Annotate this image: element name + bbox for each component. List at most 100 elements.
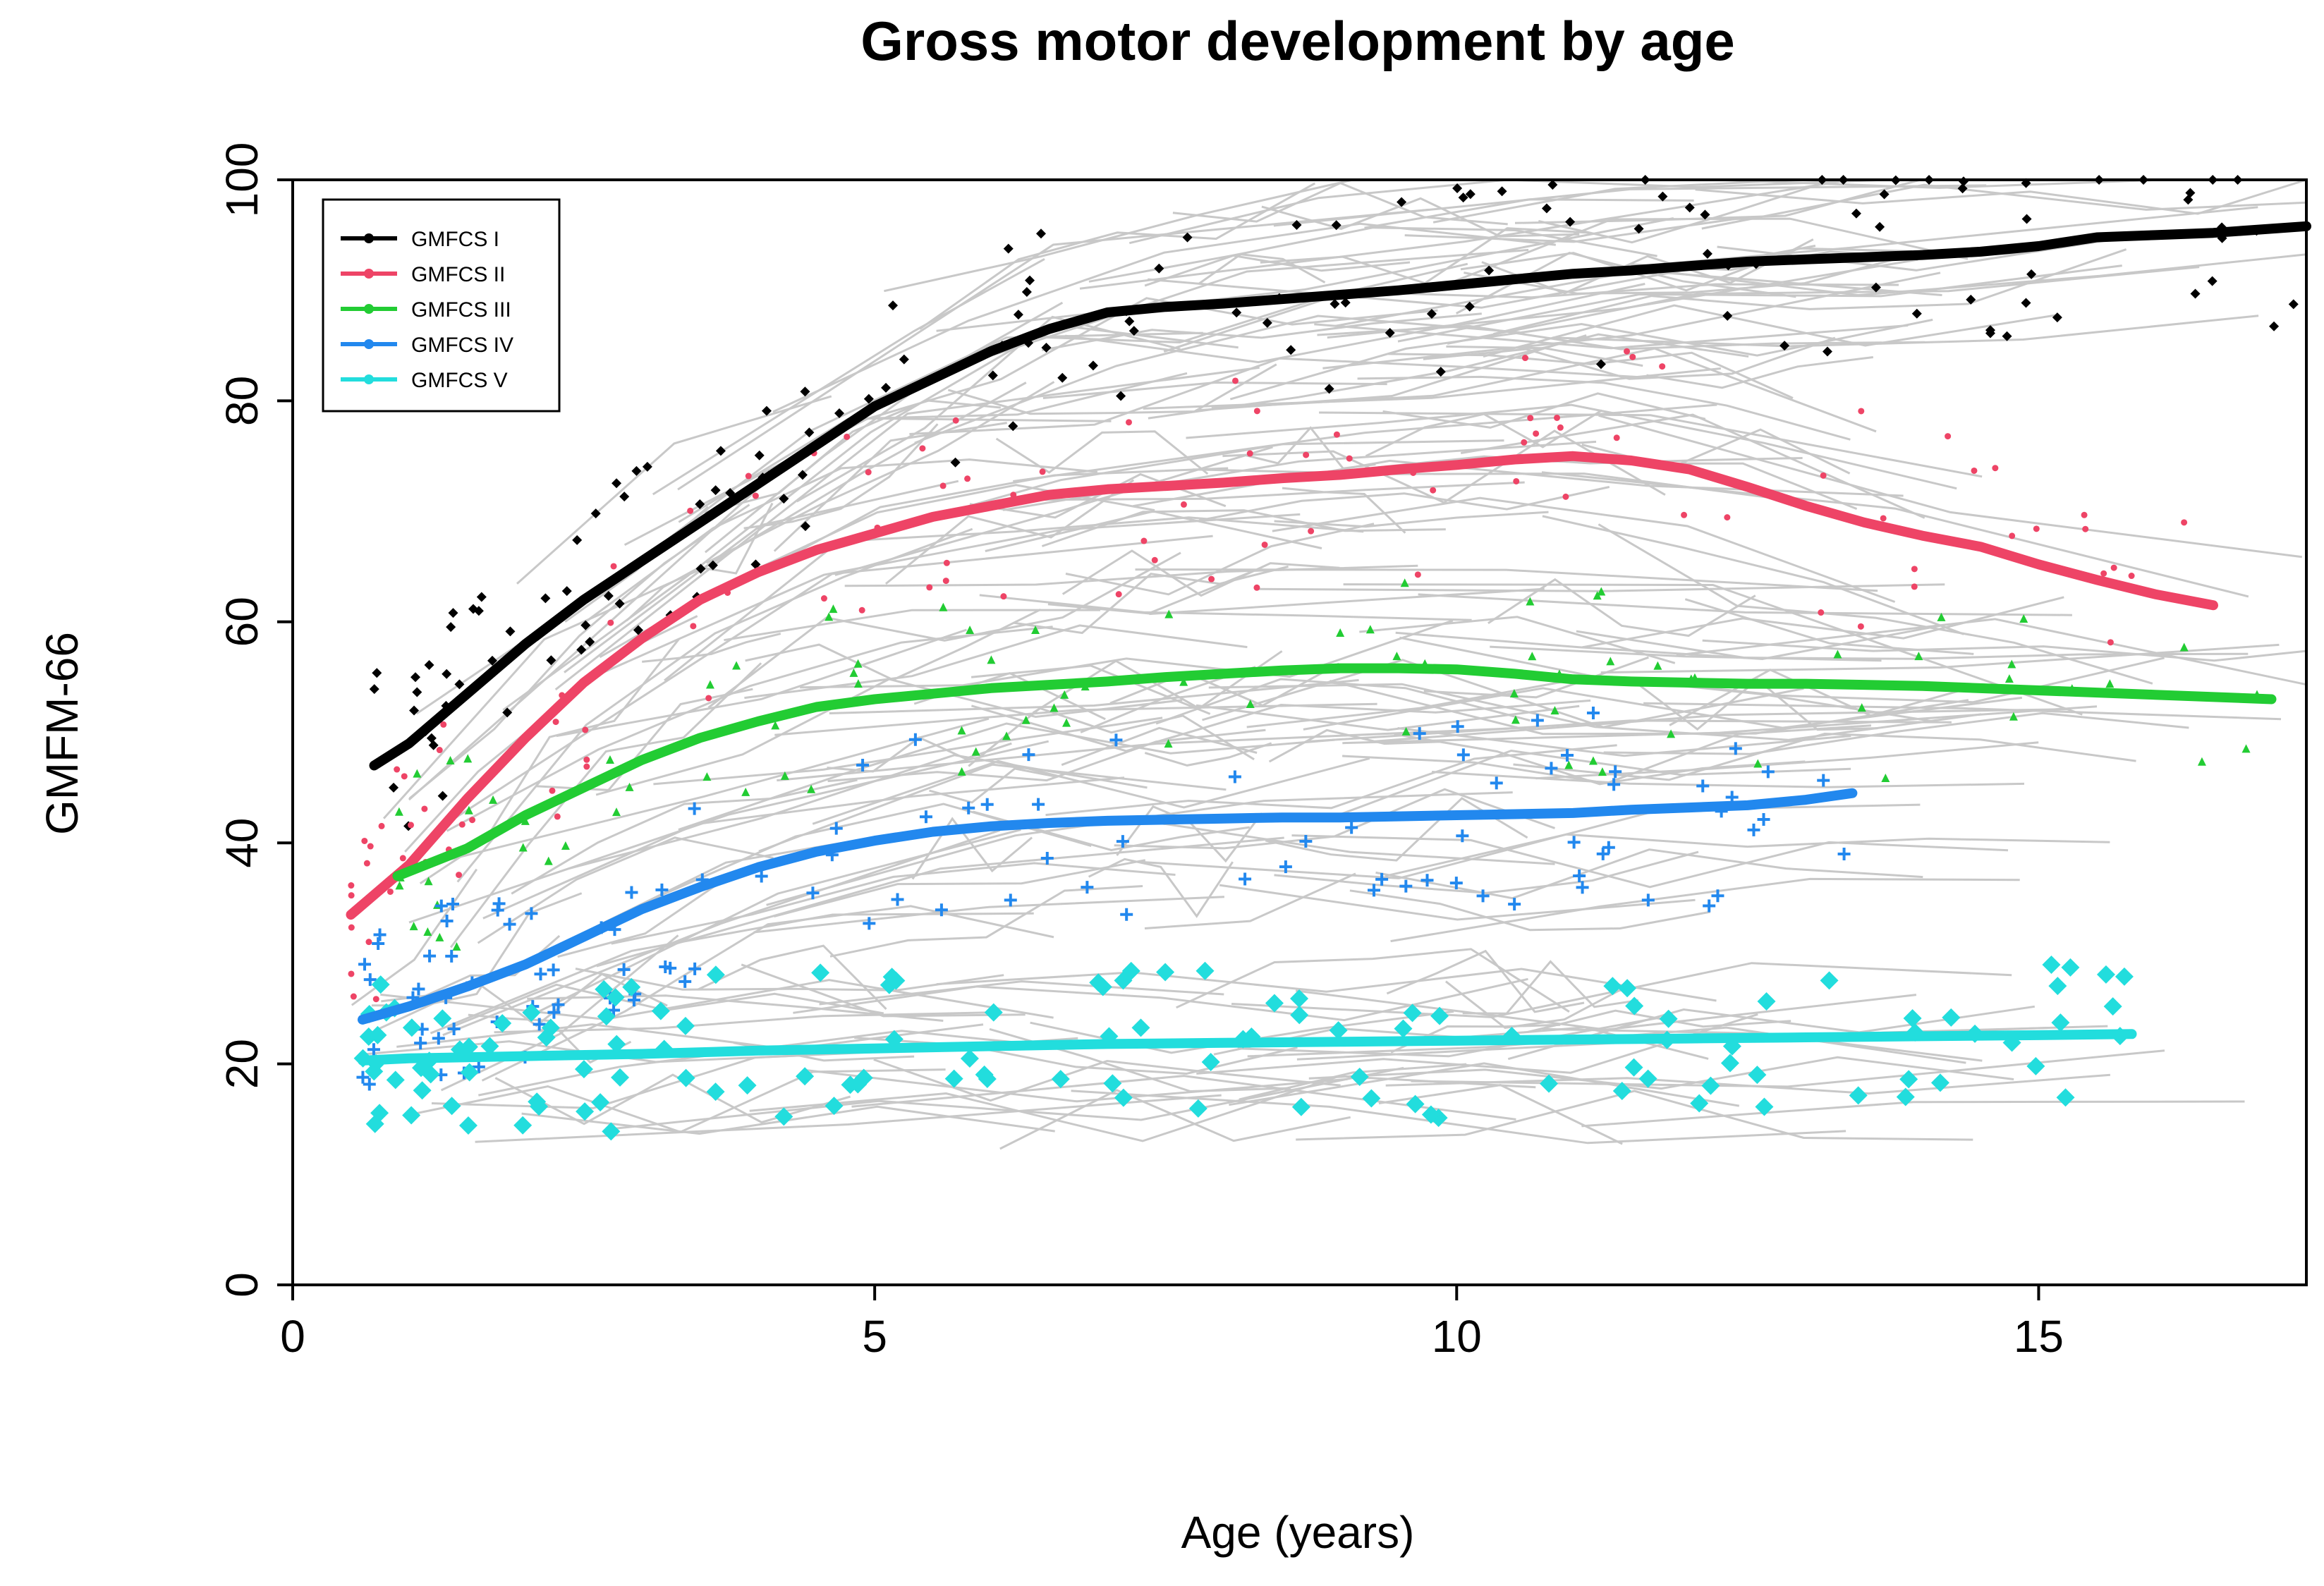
scatter-point [580,620,591,630]
scatter-point [1188,1099,1207,1118]
trajectory-line [1239,1063,1467,1101]
trajectory-line [753,896,1224,934]
scatter-point [1624,1058,1643,1077]
trajectory-line [1229,1062,1740,1107]
scatter-point [1653,661,1662,670]
scatter-point [741,787,750,796]
trajectory-line [884,178,1353,293]
scatter-point [1003,243,1014,254]
scatter-point [487,655,498,666]
scatter-point [1576,881,1589,894]
trajectory-line [1676,618,2307,686]
trajectory-line [1274,850,1699,894]
scatter-point [1060,690,1069,699]
scatter-point [1286,345,1296,355]
x-tick-label: 15 [2014,1311,2064,1362]
trajectory-line [1493,248,2127,336]
trajectory-line [584,458,1098,623]
trajectory-line [677,208,1429,491]
scatter-point [1550,706,1559,715]
scatter-point [1164,609,1174,618]
scatter-point [1000,593,1007,600]
scatter-point [1182,232,1193,243]
scatter-point [804,427,815,438]
trajectory-line [1291,834,2009,889]
scatter-point [612,478,622,489]
scatter-point [1567,836,1581,849]
scatter-point [448,608,458,618]
scatter-point [2269,321,2280,331]
trajectory-line [1432,178,1797,224]
trajectory-line [611,862,1176,945]
scatter-point [463,754,473,763]
scatter-point [774,1107,793,1126]
trajectory-line [1245,426,1376,470]
trajectory-line [724,609,1101,642]
scatter-point [919,445,926,452]
scatter-point [732,661,741,670]
scatter-point [1430,487,1437,494]
plot-area-frame [291,178,2308,1286]
scatter-point [610,563,617,570]
trajectory-line [1582,596,2064,649]
trajectory-line [1041,509,1446,547]
trajectory-line [1388,351,1794,399]
scatter-point [1957,183,1968,194]
scatter-point [614,599,625,609]
y-tick-label: 100 [217,142,267,218]
trajectory-line [1035,262,1468,344]
scatter-point [2051,1013,2070,1032]
trajectory-line [1061,549,1340,597]
scatter-point [1201,1053,1220,1072]
scatter-point [1414,571,1421,578]
scatter-point [2052,312,2062,323]
scatter-point [1681,511,1688,518]
scatter-point [1625,996,1644,1015]
legend-item: GMFCS III [341,298,511,322]
trajectory-line [1149,587,1545,616]
scatter-point [363,1078,376,1091]
scatter-point [1116,391,1126,401]
scatter-point [1399,879,1413,893]
scatter-point [754,450,765,460]
scatter-point [572,535,583,545]
scatter-point [2009,712,2018,721]
scatter-point [1573,870,1586,883]
trajectory-line [664,516,1364,682]
scatter-point [1858,408,1865,415]
scatter-point [1449,877,1463,890]
trajectory-line [1483,304,2057,358]
scatter-point [576,645,587,655]
scatter-point [1937,612,1946,621]
scatter-point [607,1004,621,1017]
scatter-point [394,807,403,816]
scatter-point [966,626,975,635]
scatter-point [424,659,434,670]
scatter-point [607,1035,626,1054]
scatter-point [358,958,372,971]
scatter-point [1533,430,1540,437]
scatter-point [424,877,433,886]
scatter-point [1120,908,1133,921]
scatter-point [442,669,452,679]
scatter-point [1849,1086,1868,1105]
scatter-point [1031,626,1040,635]
scatter-point [849,668,858,677]
legend-label: GMFCS I [411,228,499,251]
scatter-point [458,1116,477,1135]
scatter-point [549,787,556,794]
trajectory-line [1322,272,1941,370]
scatter-point [1299,834,1313,848]
scatter-point [1593,591,1602,600]
scatter-point [2056,1088,2075,1107]
scatter-point [738,1076,757,1095]
trajectory-line [1603,712,2189,755]
trajectory-line [707,551,1181,709]
scatter-point [513,1116,533,1135]
trajectory-line [995,430,1209,475]
trajectory-line [1343,583,2083,716]
trajectory-line [1646,356,1873,389]
scatter-point [2197,757,2206,766]
trajectory-line [351,868,478,1006]
